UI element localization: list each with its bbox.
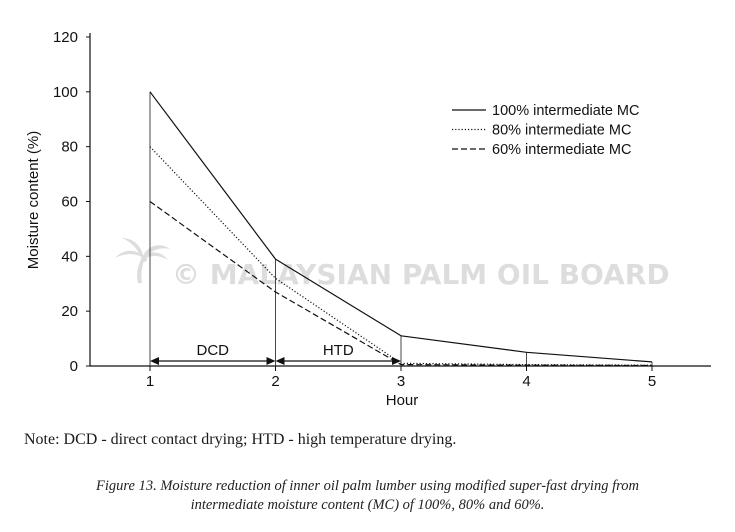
phase-arrowhead-left bbox=[275, 357, 285, 365]
phase-arrowhead-left bbox=[150, 357, 159, 365]
series-line-3 bbox=[149, 201, 653, 367]
figure-caption-line-2: intermediate moisture content (MC) of 10… bbox=[190, 497, 545, 513]
x-tick-label: 1 bbox=[146, 373, 154, 390]
moisture-chart: © MALAYSIAN PALM OIL BOARD 0 20 40 60 80 100 1… bbox=[25, 29, 711, 409]
phase-arrowhead-right bbox=[266, 357, 276, 365]
y-tick-label: 20 bbox=[61, 303, 78, 320]
palm-logo-icon bbox=[115, 238, 170, 283]
figure-caption-line-1: Figure 13. Moisture reduction of inner o… bbox=[96, 478, 639, 494]
y-tick-label: 60 bbox=[61, 194, 78, 211]
phase-annotations: DCD HTD bbox=[150, 342, 401, 365]
x-tick-label: 4 bbox=[522, 373, 530, 390]
axes: 0 20 40 60 80 100 120 1 2 3 4 5 bbox=[53, 29, 711, 390]
legend-label-2: 80% intermediate MC bbox=[492, 123, 631, 139]
y-axis-label: Moisture content (%) bbox=[25, 131, 42, 269]
x-axis-label: Hour bbox=[386, 392, 419, 409]
y-tick-label: 100 bbox=[53, 84, 78, 101]
y-tick-label: 120 bbox=[53, 29, 78, 46]
watermark: © MALAYSIAN PALM OIL BOARD bbox=[115, 238, 670, 291]
legend-label-1: 100% intermediate MC bbox=[492, 103, 640, 119]
series-line-2 bbox=[149, 146, 653, 366]
y-tick-label: 0 bbox=[70, 358, 78, 375]
phase-arrowhead-right bbox=[392, 357, 401, 365]
watermark-text: © MALAYSIAN PALM OIL BOARD bbox=[172, 258, 670, 291]
y-tick-label: 40 bbox=[61, 248, 78, 265]
legend-label-3: 60% intermediate MC bbox=[492, 142, 631, 158]
figure-note: Note: DCD - direct contact drying; HTD -… bbox=[24, 431, 457, 448]
series-lines bbox=[149, 91, 653, 367]
x-tick-label: 2 bbox=[271, 373, 279, 390]
x-tick-label: 5 bbox=[648, 373, 656, 390]
legend: 100% intermediate MC 80% intermediate MC 6… bbox=[452, 103, 640, 158]
phase-label: DCD bbox=[197, 342, 230, 359]
x-tick-label: 3 bbox=[397, 373, 405, 390]
phase-label: HTD bbox=[323, 342, 354, 359]
y-tick-label: 80 bbox=[61, 139, 78, 156]
series-line-1 bbox=[149, 91, 653, 363]
